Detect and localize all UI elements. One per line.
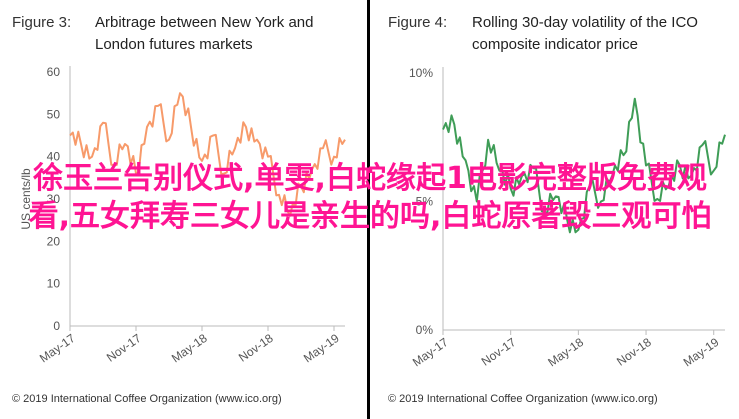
figure-3-xtick-label: Nov-18	[236, 331, 276, 365]
figure-3-series-line	[69, 92, 346, 217]
figure-3-panel: Figure 3: Arbitrage between New York and…	[0, 0, 369, 419]
figure-4-title: Rolling 30-day volatility of the ICO com…	[472, 12, 698, 56]
figure-3-ytick-label: 0	[53, 319, 60, 333]
figure-3-ytick-label: 40	[47, 150, 61, 164]
figure-3-label: Figure 3:	[12, 14, 72, 31]
figure-3-ytick-label: 10	[47, 277, 61, 291]
figure-4-ytick-label: 5%	[416, 195, 434, 209]
figure-4-xtick-label: Nov-17	[479, 335, 519, 369]
figure-3-xtick-label: May-19	[301, 331, 342, 366]
figure-3-ytick-label: 50	[47, 107, 61, 121]
figure-3-ytick-label: 30	[47, 192, 61, 206]
figure-3-chart: 0 10 20 30 40 50 60 May-17 Nov-17 May-18 Nov-18 May…	[19, 65, 346, 366]
figure-3-y-axis-label: US cents/lb	[19, 168, 33, 230]
figure-3-xtick-label: May-17	[37, 331, 78, 366]
figure-4-title-line-2: composite indicator price	[472, 36, 638, 53]
figure-3-title-line-2: London futures markets	[95, 36, 253, 53]
figure-4-footer: © 2019 International Coffee Organization…	[388, 393, 658, 405]
figure-3-xtick-label: Nov-17	[104, 331, 144, 365]
figure-3-xtick-label: May-18	[169, 331, 210, 366]
figure-4-ytick-label: 0%	[416, 323, 434, 337]
figure-3-title-line-1: Arbitrage between New York and	[95, 14, 314, 31]
figure-4-chart: 0% 5% 10% May-17 Nov-17 May-18 Nov-18 May-19	[409, 66, 726, 370]
figure-4-panel: Figure 4: Rolling 30-day volatility of t…	[370, 0, 739, 419]
figure-4-xtick-label: Nov-18	[614, 335, 654, 369]
figure-4-xtick-label: May-19	[681, 335, 722, 370]
overlay-watermark-text: 徐玉兰告别仪式,单雯,白蛇缘起1电影完整版免费观看,五女拜寿三女儿是亲生的吗,白…	[28, 161, 712, 234]
figure-4-xtick-label: May-17	[410, 335, 451, 370]
figure-4-xtick-label: May-18	[545, 335, 586, 370]
figure-4-ytick-label: 10%	[409, 66, 433, 80]
figure-3-footer: © 2019 International Coffee Organization…	[12, 393, 282, 405]
figure-3-title: Arbitrage between New York and London fu…	[95, 12, 313, 56]
figure-4-label: Figure 4:	[388, 14, 448, 31]
figure-3-ytick-label: 20	[47, 234, 61, 248]
panel-divider	[367, 0, 370, 419]
figure-4-title-line-1: Rolling 30-day volatility of the ICO	[472, 14, 698, 31]
figure-3-ytick-label: 60	[47, 65, 61, 79]
figure-4-series-line	[442, 97, 726, 234]
